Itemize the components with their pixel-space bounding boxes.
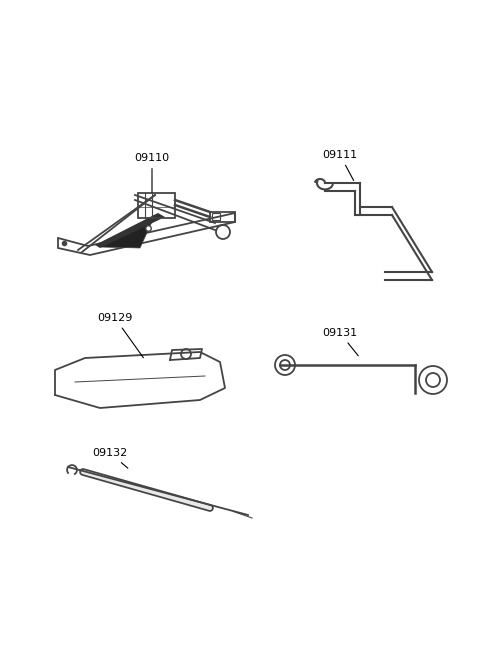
Text: 09131: 09131 [323,328,358,356]
Text: 09110: 09110 [134,153,169,192]
Text: 09129: 09129 [97,313,144,358]
Polygon shape [100,215,155,248]
Text: 09132: 09132 [92,448,128,468]
Text: 09111: 09111 [323,150,358,181]
Polygon shape [95,213,165,248]
